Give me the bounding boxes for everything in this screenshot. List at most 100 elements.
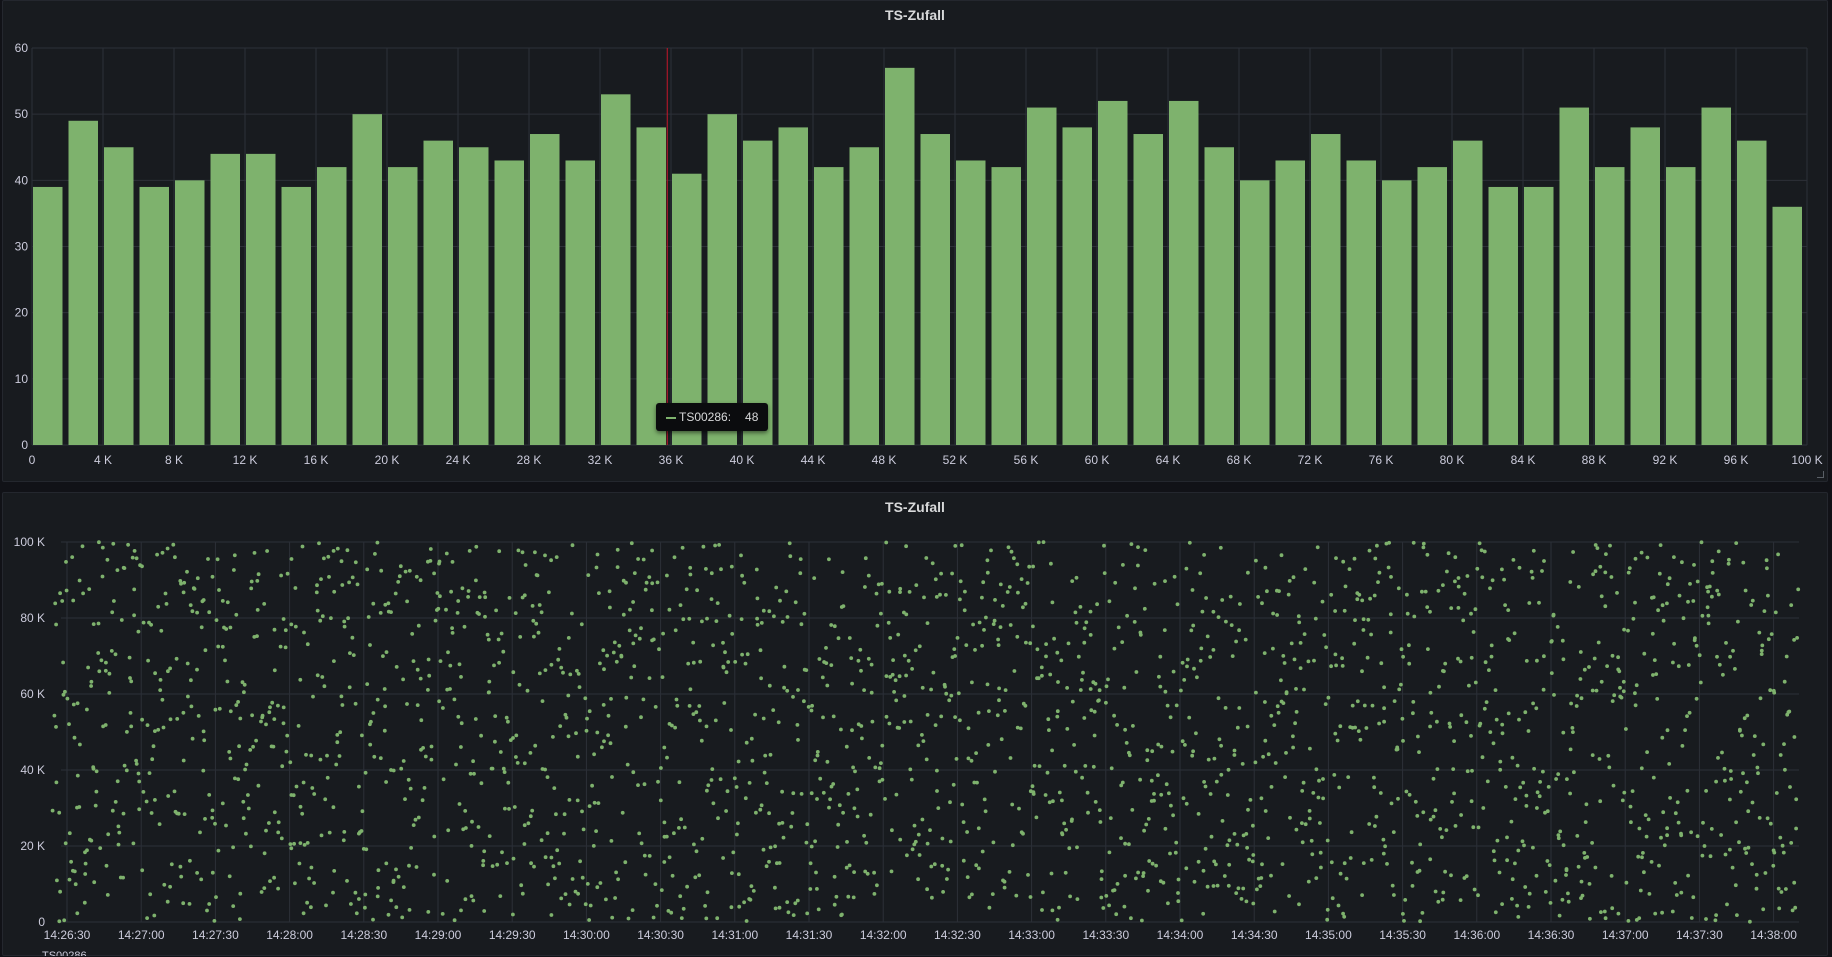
scatter-point xyxy=(1428,857,1433,862)
scatter-point xyxy=(232,553,237,558)
scatter-point xyxy=(1709,827,1714,831)
scatter-point xyxy=(1348,856,1353,860)
legend-fragment[interactable]: TS00286 xyxy=(42,950,87,956)
scatter-point xyxy=(1497,870,1502,875)
scatter-point xyxy=(166,669,170,674)
scatter-point xyxy=(499,631,504,636)
histogram-bar xyxy=(920,134,950,445)
scatter-point xyxy=(719,567,723,572)
scatter-point xyxy=(1590,688,1595,693)
scatter-point xyxy=(1206,757,1211,762)
histogram-bar xyxy=(1133,134,1163,445)
scatter-point xyxy=(577,685,582,689)
scatter-point xyxy=(281,721,286,726)
scatter-point xyxy=(517,682,522,687)
scatter-point xyxy=(1279,678,1283,683)
scatter-point xyxy=(632,664,637,669)
scatter-point xyxy=(438,594,442,599)
scatter-point xyxy=(312,792,317,796)
scatter-point xyxy=(549,855,554,860)
scatter-point xyxy=(1374,814,1379,819)
scatter-point xyxy=(1276,710,1281,715)
scatter-point xyxy=(713,543,717,548)
scatter-point xyxy=(53,601,58,606)
scatter-point xyxy=(977,620,982,625)
scatter-point xyxy=(1489,654,1494,659)
scatter-point xyxy=(1097,688,1102,693)
scatter-point xyxy=(1129,916,1133,921)
scatter-point xyxy=(874,591,879,596)
scatter-point xyxy=(1218,545,1223,550)
scatter-point xyxy=(67,877,72,882)
scatter-point xyxy=(965,875,970,879)
scatter-point xyxy=(1047,800,1052,805)
scatter-point xyxy=(987,905,992,910)
scatter-point xyxy=(1593,569,1598,574)
scatter-point xyxy=(267,821,271,825)
scatter-point xyxy=(426,910,431,914)
scatter-point xyxy=(225,600,230,605)
scatter-point xyxy=(613,896,617,900)
scatter-point xyxy=(930,561,935,566)
scatter-point xyxy=(1638,888,1643,893)
scatter-point xyxy=(1140,918,1144,923)
scatter-point xyxy=(407,863,411,868)
scatter-point xyxy=(153,798,157,802)
scatter-point xyxy=(1694,643,1699,648)
scatter-point xyxy=(507,596,512,600)
scatter-point xyxy=(272,717,277,721)
scatter-point xyxy=(888,636,893,640)
scatter-point xyxy=(1396,796,1400,801)
scatter-point xyxy=(872,892,877,896)
scatter-point xyxy=(597,591,601,595)
scatter-point xyxy=(1165,703,1170,708)
scatter-point xyxy=(136,629,141,634)
scatter-point xyxy=(426,688,430,692)
scatter-point xyxy=(345,879,349,883)
scatter-point xyxy=(205,908,209,913)
scatter-point xyxy=(1181,796,1186,801)
scatter-panel[interactable]: TS-Zufall 0 20 K 40 K 60 K 80 K 100 K 14:26:30… xyxy=(2,492,1828,956)
scatter-point xyxy=(1262,651,1267,655)
scatter-point xyxy=(1392,893,1396,897)
scatter-point xyxy=(494,608,498,613)
scatter-point xyxy=(309,905,313,910)
scatter-point xyxy=(145,723,150,727)
scatter-point xyxy=(940,863,945,868)
scatter-point xyxy=(1324,645,1328,650)
scatter-point xyxy=(733,660,738,664)
scatter-point xyxy=(1158,684,1163,689)
scatter-point xyxy=(1582,851,1587,855)
scatter-point xyxy=(234,703,239,707)
y-tick-label: 100 K xyxy=(14,535,45,549)
scatter-point xyxy=(540,699,545,703)
scatter-point xyxy=(650,608,654,613)
scatter-point xyxy=(92,880,97,885)
scatter-point xyxy=(1505,835,1509,840)
scatter-point xyxy=(1459,813,1463,817)
scatter-point xyxy=(1321,777,1325,781)
scatter-point xyxy=(386,601,391,606)
scatter-point xyxy=(1558,829,1563,834)
scatter-point xyxy=(364,847,369,852)
scatter-point xyxy=(81,591,85,596)
scatter-point xyxy=(1413,799,1418,804)
scatter-point xyxy=(1670,909,1675,914)
scatter-point xyxy=(1585,855,1590,859)
scatter-point xyxy=(1610,653,1615,658)
scatter-point xyxy=(168,884,173,889)
scatter-point xyxy=(482,849,487,854)
panel-resize-handle[interactable] xyxy=(1817,471,1824,478)
scatter-point xyxy=(1477,723,1482,728)
scatter-point xyxy=(1370,703,1375,708)
scatter-point xyxy=(1287,894,1291,898)
scatter-point xyxy=(1644,834,1649,839)
scatter-point xyxy=(315,583,319,588)
scatter-point xyxy=(1740,733,1744,738)
x-tick-label: 14:26:30 xyxy=(44,928,91,942)
scatter-point xyxy=(1010,843,1015,848)
scatter-point xyxy=(1203,846,1208,851)
